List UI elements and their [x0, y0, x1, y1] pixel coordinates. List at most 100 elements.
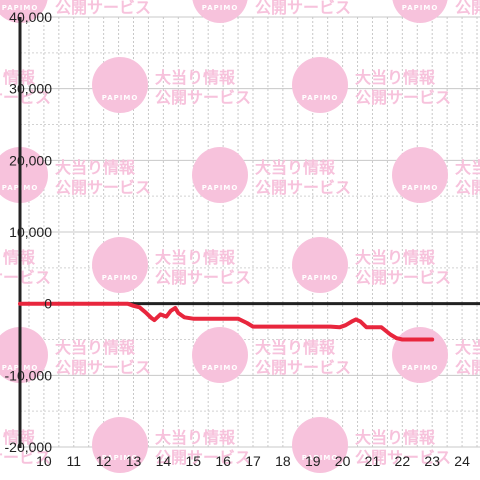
series-line	[18, 301, 435, 342]
papimo-logo-icon	[0, 0, 48, 23]
y-tick-label: 20,000	[9, 152, 52, 168]
watermark-line2: 公開サービス	[355, 268, 451, 287]
watermark-brand: PAPIMO	[302, 454, 339, 462]
papimo-logo-icon	[292, 417, 348, 473]
papimo-logo-icon	[92, 417, 148, 473]
y-tick-label: 10,000	[9, 224, 52, 240]
watermark-line2: 公開サービス	[0, 88, 51, 107]
x-tick-label: 20	[335, 453, 351, 469]
x-tick-labels: 10 11 12 13 14 15 16 17 18 19 20 21 22 23 24	[36, 453, 470, 469]
watermark-line2: 公開サービス	[455, 178, 480, 197]
papimo-logo-icon	[0, 327, 48, 383]
watermark-line1: 大当り情報	[155, 428, 236, 447]
watermark-line2: 公開サービス	[355, 448, 451, 467]
x-tick-label: 17	[245, 453, 261, 469]
x-tick-label: 23	[424, 453, 440, 469]
x-tick-label: 13	[126, 453, 142, 469]
watermark-line2: 公開サービス	[55, 0, 151, 17]
watermark-line2: 公開サービス	[355, 88, 451, 107]
x-tick-label: 24	[454, 453, 470, 469]
watermark-line2: 公開サービス	[255, 178, 351, 197]
x-tick-label: 11	[66, 453, 81, 469]
y-tick-label: 30,000	[9, 81, 52, 97]
watermark-line1: 大当り情報	[255, 338, 336, 357]
watermark-brand: PAPIMO	[102, 454, 139, 462]
watermark-brand: PAPIMO	[302, 274, 339, 282]
watermark-line2: 公開サービス	[155, 268, 251, 287]
watermark-line1: 大当り情報	[455, 338, 480, 357]
x-tick-label: 10	[36, 453, 52, 469]
watermark-line1: 大当り情報	[55, 338, 136, 357]
watermark-brand: PAPIMO	[402, 4, 439, 12]
x-tick-label: 14	[156, 453, 172, 469]
watermark-line2: 公開サービス	[155, 88, 251, 107]
watermark-line1: 大当り情報	[55, 158, 136, 177]
watermark-line2: 公開サービス	[455, 358, 480, 377]
watermark-line2: 公開サービス	[55, 178, 151, 197]
watermark-line1: 大当り情報	[255, 158, 336, 177]
watermark-brand: PAPIMO	[402, 184, 439, 192]
y-tick-label: -20,000	[5, 439, 53, 455]
y-tick-label: 0	[44, 296, 52, 312]
papimo-logo-icon	[192, 147, 248, 203]
watermark-line1: 大当り情報	[455, 158, 480, 177]
x-tick-label: 19	[305, 453, 321, 469]
papimo-logo-icon	[92, 57, 148, 113]
y-tick-label: -10,000	[5, 367, 53, 383]
x-tick-label: 16	[215, 453, 231, 469]
papimo-logo-icon	[292, 237, 348, 293]
y-tick-labels: -20,000 -10,000 0 10,000 20,000 30,000 40,000	[5, 9, 53, 455]
papimo-logo-icon	[192, 0, 248, 23]
x-tick-label: 21	[365, 453, 381, 469]
data-series	[18, 301, 435, 342]
papimo-logo-icon	[392, 0, 448, 23]
watermark-brand: PAPIMO	[202, 184, 239, 192]
papimo-logo-icon	[392, 327, 448, 383]
watermark-line1: 大当り情報	[355, 248, 436, 267]
watermark-line1: 大当り情報	[0, 68, 36, 87]
watermark-line2: 公開サービス	[255, 0, 351, 17]
watermark-brand: PAPIMO	[102, 274, 139, 282]
watermark-brand: PAPIMO	[202, 364, 239, 372]
x-tick-label: 15	[185, 453, 201, 469]
watermark-line1: 大当り情報	[355, 428, 436, 447]
watermark-brand: PAPIMO	[402, 364, 439, 372]
watermark-brand: PAPIMO	[202, 4, 239, 12]
watermark-brand: PAPIMO	[2, 4, 39, 12]
watermark-line1: 大当り情報	[155, 248, 236, 267]
papimo-logo-icon	[292, 57, 348, 113]
x-tick-label: 12	[96, 453, 112, 469]
watermark-line1: 大当り情報	[0, 248, 36, 267]
watermark-line2: 公開サービス	[255, 358, 351, 377]
watermark-line2: 公開サービス	[0, 268, 51, 287]
watermark-line2: 公開サービス	[0, 448, 51, 467]
watermark-line2: 公開サービス	[455, 0, 480, 17]
watermark-line1: 大当り情報	[0, 428, 36, 447]
watermark-brand: PAPIMO	[102, 94, 139, 102]
x-tick-label: 18	[275, 453, 291, 469]
papimo-logo-icon	[392, 147, 448, 203]
papimo-logo-icon	[192, 327, 248, 383]
papimo-logo-icon	[92, 237, 148, 293]
watermark-line1: 大当り情報	[355, 68, 436, 87]
watermark-line1: 大当り情報	[155, 68, 236, 87]
watermark-brand: PAPIMO	[302, 94, 339, 102]
